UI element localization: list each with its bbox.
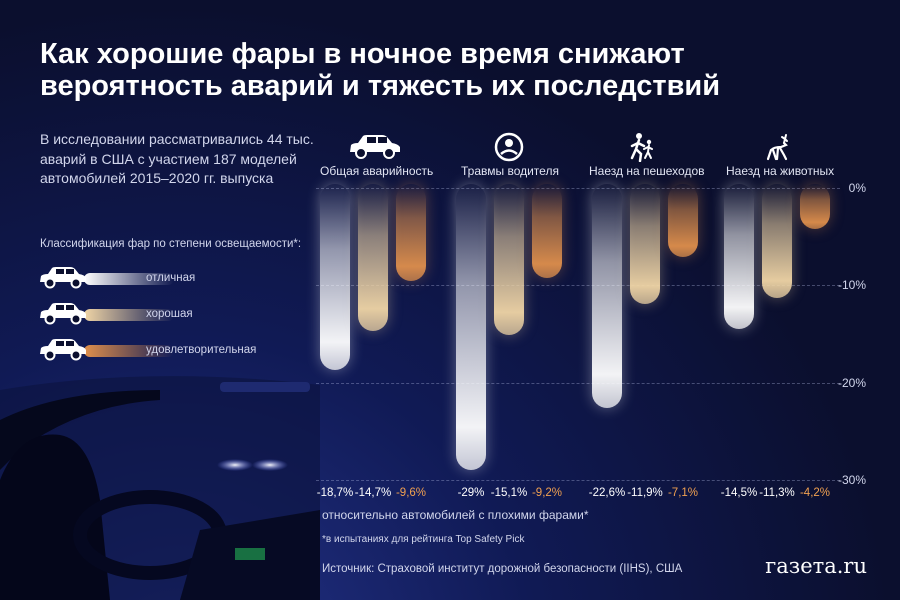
bar (494, 184, 524, 335)
legend-item-satisfactory: удовлетворительная (38, 334, 328, 364)
y-tick-label: -20% (837, 375, 866, 390)
bar (320, 184, 350, 370)
bar (668, 184, 698, 258)
bar (532, 184, 562, 278)
source-text: Источник: Страховой институт дорожной бе… (322, 563, 683, 575)
legend-label-good: хорошая (146, 308, 193, 320)
data-label: -22,6% (588, 487, 626, 499)
y-tick-label: 0% (848, 181, 866, 195)
bar (630, 184, 660, 304)
pedestrian-icon (630, 133, 653, 162)
bar (800, 184, 830, 229)
data-label: -9,2% (531, 487, 563, 499)
data-label: -7,1% (667, 487, 699, 499)
driver-icon (494, 132, 524, 162)
legend-item-good: хорошая (38, 298, 328, 328)
car-icon (350, 135, 400, 159)
legend-beam-satisfactory (84, 345, 174, 357)
category-label-animals: Наезд на животных (726, 164, 835, 178)
legend-item-excellent: отличная (38, 262, 328, 292)
y-tick-label: -10% (837, 278, 866, 293)
data-label: -4,2% (799, 487, 831, 499)
data-label: -9,6% (395, 487, 427, 499)
category-label-driver-injuries: Травмы водителя (461, 164, 559, 178)
bar (358, 184, 388, 332)
car-icon (40, 303, 86, 325)
category-label-overall: Общая аварийность (320, 164, 434, 178)
car-interior-illustration (0, 376, 320, 600)
data-label: -18,7% (316, 487, 354, 499)
intro-text: В исследовании рассматривались 44 тыс. а… (40, 131, 314, 186)
legend-label-excellent: отличная (146, 272, 196, 284)
data-label: -14,5% (720, 487, 758, 499)
data-label: -15,1% (490, 487, 528, 499)
legend-title: Классификация фар по степени освещаемост… (40, 238, 302, 250)
gridline (316, 285, 840, 287)
y-tick-label: -30% (837, 472, 866, 487)
car-icon (40, 339, 86, 361)
data-label: -29% (457, 487, 485, 499)
bar (456, 184, 486, 471)
legend-beam-excellent (84, 273, 174, 285)
gridline (316, 479, 840, 481)
deer-icon (766, 134, 788, 161)
data-label: -11,3% (759, 487, 795, 499)
bar (762, 184, 792, 298)
gridline (316, 188, 840, 189)
x-axis-label: относительно автомобилей с плохими фарам… (322, 508, 589, 522)
bar (724, 184, 754, 330)
bar (396, 184, 426, 282)
data-label: -14,7% (354, 487, 392, 499)
car-icon (40, 267, 86, 289)
chart-title: Как хорошие фары в ночное время снижают … (40, 38, 721, 102)
bar (592, 184, 622, 408)
legend-beam-good (84, 309, 174, 321)
data-label: -11,9% (627, 487, 663, 499)
legend-label-satisfactory: удовлетворительная (146, 344, 257, 356)
gridline (316, 382, 840, 384)
brand-logo: газета.ru (765, 554, 867, 578)
category-label-pedestrians: Наезд на пешеходов (589, 164, 705, 178)
footnote: *в испытаниях для рейтинга Top Safety Pi… (322, 534, 525, 545)
